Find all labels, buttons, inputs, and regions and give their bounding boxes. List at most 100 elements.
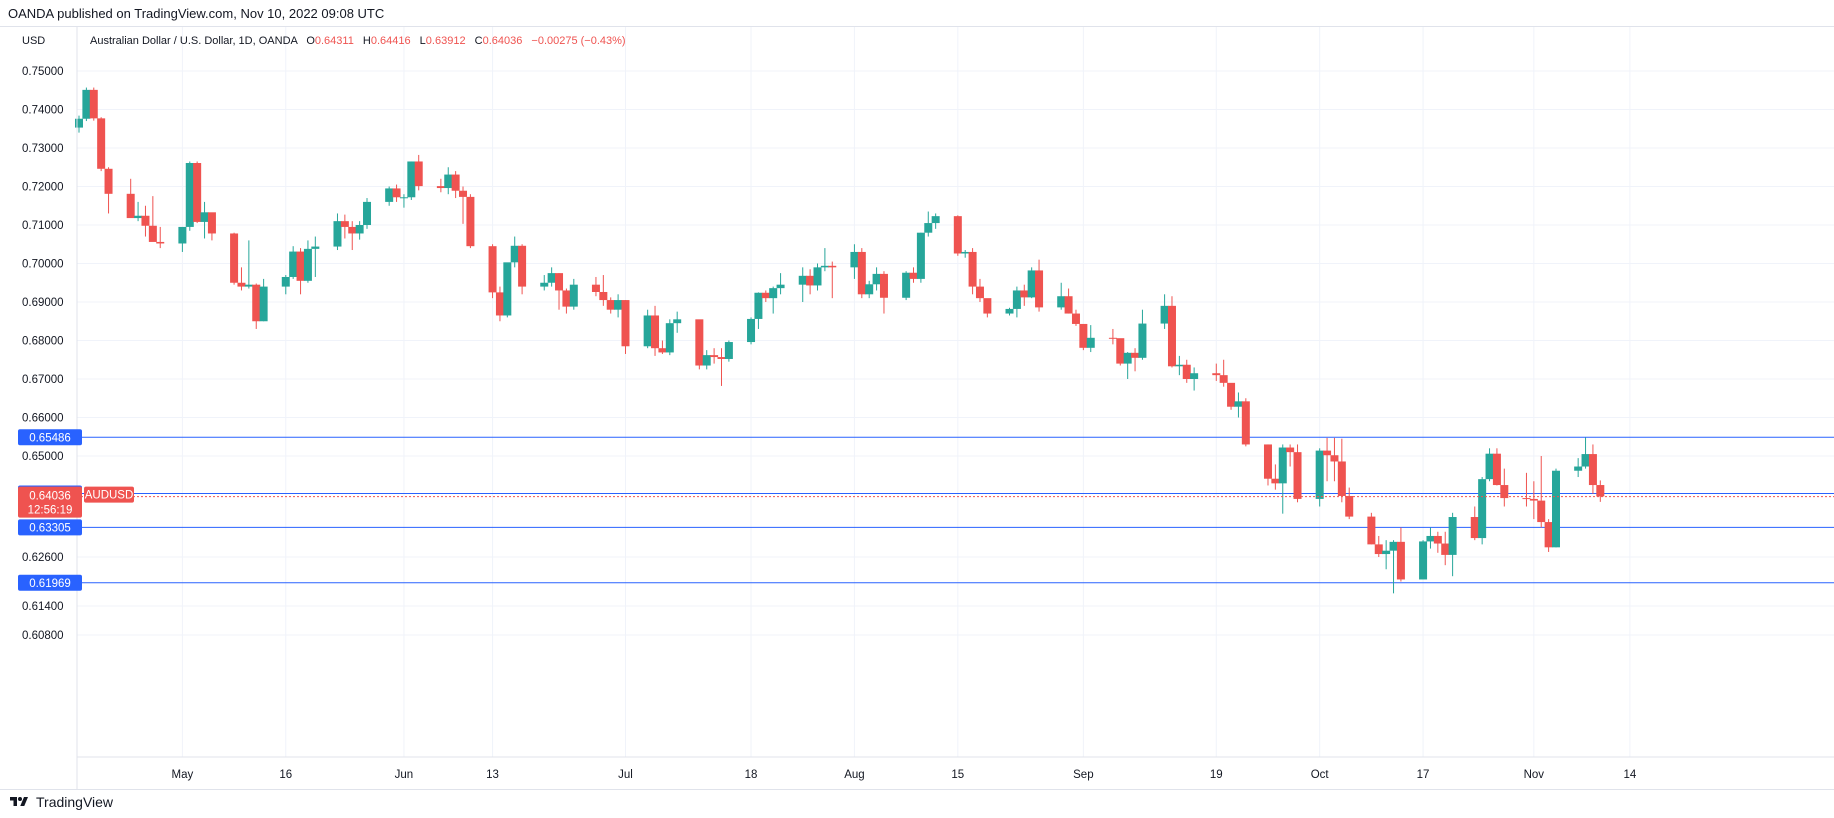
candle[interactable] bbox=[1079, 323, 1088, 351]
candle[interactable] bbox=[281, 275, 290, 295]
candle[interactable] bbox=[451, 171, 460, 199]
candle[interactable] bbox=[931, 213, 940, 229]
candle[interactable] bbox=[1552, 468, 1560, 548]
candle[interactable] bbox=[606, 297, 615, 314]
candle[interactable] bbox=[289, 246, 298, 279]
candle[interactable] bbox=[97, 117, 106, 172]
candle[interactable] bbox=[983, 298, 992, 318]
candle[interactable] bbox=[340, 214, 349, 239]
candle[interactable] bbox=[924, 211, 933, 237]
candle[interactable] bbox=[1138, 309, 1147, 360]
candle[interactable] bbox=[1485, 448, 1494, 482]
candle[interactable] bbox=[126, 178, 135, 219]
candle[interactable] bbox=[141, 205, 150, 237]
candle[interactable] bbox=[665, 319, 674, 356]
candle[interactable] bbox=[1367, 512, 1376, 545]
candle[interactable] bbox=[518, 244, 527, 295]
candle[interactable] bbox=[148, 196, 157, 242]
candle[interactable] bbox=[695, 319, 704, 370]
candle[interactable] bbox=[916, 232, 925, 283]
candle[interactable] bbox=[407, 161, 416, 200]
candle[interactable] bbox=[303, 240, 312, 283]
candle[interactable] bbox=[1227, 382, 1236, 410]
candle[interactable] bbox=[591, 276, 600, 297]
candle[interactable] bbox=[1337, 438, 1346, 503]
candle[interactable] bbox=[1234, 392, 1243, 418]
candle[interactable] bbox=[968, 248, 977, 295]
candle[interactable] bbox=[872, 267, 881, 291]
candle[interactable] bbox=[1330, 437, 1339, 482]
candle[interactable] bbox=[754, 292, 763, 329]
candle[interactable] bbox=[658, 340, 667, 354]
candle[interactable] bbox=[975, 278, 984, 302]
candle[interactable] bbox=[1433, 531, 1442, 553]
candle[interactable] bbox=[902, 271, 911, 301]
candle[interactable] bbox=[621, 300, 630, 354]
candle[interactable] bbox=[193, 161, 202, 224]
candle[interactable] bbox=[1441, 531, 1450, 566]
candle[interactable] bbox=[244, 240, 253, 289]
candle[interactable] bbox=[296, 248, 305, 295]
chart-frame[interactable]: 0.75000 0.74000 0.73000 0.72000 0.71000 0.700… bbox=[0, 26, 1834, 790]
candle[interactable] bbox=[857, 248, 866, 299]
candle[interactable] bbox=[1574, 458, 1583, 478]
candle[interactable] bbox=[614, 294, 623, 318]
candle[interactable] bbox=[813, 263, 822, 291]
candle[interactable] bbox=[510, 236, 519, 268]
candle[interactable] bbox=[1071, 309, 1080, 326]
candle[interactable] bbox=[769, 286, 778, 314]
candle[interactable] bbox=[355, 221, 364, 240]
candle[interactable] bbox=[776, 273, 785, 295]
candle[interactable] bbox=[436, 178, 445, 193]
candle[interactable] bbox=[385, 186, 394, 206]
candle[interactable] bbox=[230, 232, 239, 285]
candle[interactable] bbox=[1108, 328, 1117, 345]
candle[interactable] bbox=[1035, 259, 1044, 312]
footer[interactable]: TradingView bbox=[8, 794, 113, 810]
candle[interactable] bbox=[643, 309, 652, 349]
candle[interactable] bbox=[540, 275, 549, 291]
candle[interactable] bbox=[1027, 267, 1036, 299]
candle[interactable] bbox=[399, 194, 408, 208]
candle[interactable] bbox=[1470, 506, 1479, 541]
candle[interactable] bbox=[1005, 307, 1014, 316]
candle[interactable] bbox=[1293, 444, 1302, 503]
candle[interactable] bbox=[1064, 288, 1073, 314]
candle[interactable] bbox=[503, 262, 512, 318]
candle[interactable] bbox=[185, 161, 194, 231]
candle[interactable] bbox=[1241, 398, 1250, 447]
candle[interactable] bbox=[599, 275, 608, 306]
candle[interactable] bbox=[1182, 359, 1191, 383]
candle[interactable] bbox=[798, 267, 807, 302]
candle[interactable] bbox=[1529, 481, 1538, 520]
candle[interactable] bbox=[865, 280, 874, 299]
candle[interactable] bbox=[562, 288, 571, 314]
candle[interactable] bbox=[1263, 444, 1272, 486]
candle[interactable] bbox=[555, 273, 564, 310]
candle[interactable] bbox=[828, 261, 837, 299]
candle[interactable] bbox=[1131, 348, 1140, 372]
candle[interactable] bbox=[651, 305, 660, 356]
candle[interactable] bbox=[702, 350, 711, 370]
candle[interactable] bbox=[1382, 540, 1391, 570]
candle[interactable] bbox=[363, 198, 372, 229]
candle[interactable] bbox=[724, 340, 733, 362]
candle[interactable] bbox=[1190, 367, 1199, 391]
candle[interactable] bbox=[1426, 527, 1435, 549]
candle[interactable] bbox=[348, 221, 357, 251]
candle[interactable] bbox=[333, 213, 342, 251]
candle[interactable] bbox=[1448, 512, 1457, 577]
candle[interactable] bbox=[909, 267, 918, 283]
candle[interactable] bbox=[1123, 352, 1132, 379]
candle[interactable] bbox=[1012, 286, 1021, 318]
candle[interactable] bbox=[178, 226, 187, 252]
candle[interactable] bbox=[747, 317, 756, 345]
candle[interactable] bbox=[1323, 437, 1332, 482]
candle[interactable] bbox=[259, 278, 268, 322]
candle[interactable] bbox=[1160, 294, 1169, 329]
candle[interactable] bbox=[761, 290, 770, 302]
candle[interactable] bbox=[1478, 477, 1487, 545]
candle[interactable] bbox=[717, 348, 726, 386]
candle[interactable] bbox=[1537, 456, 1546, 528]
candle[interactable] bbox=[1581, 437, 1590, 469]
